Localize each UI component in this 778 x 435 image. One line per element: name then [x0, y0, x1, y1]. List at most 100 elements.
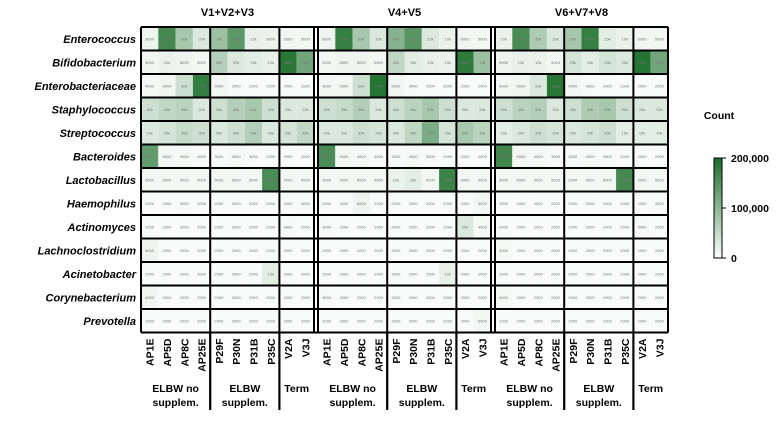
heatmap-cell	[227, 192, 245, 214]
heatmap-cell	[175, 51, 193, 73]
cell-value-label: 2000	[266, 154, 276, 159]
cell-value-label: 5000	[551, 177, 561, 182]
heatmap-cell	[387, 286, 405, 308]
cell-value-label: 2000	[443, 318, 453, 323]
cell-value-label: 2000	[214, 295, 224, 300]
sample-label: V3J	[300, 338, 312, 357]
heatmap-cell	[439, 145, 457, 167]
cell-value-label: 25k	[445, 130, 451, 135]
heatmap-cell	[564, 75, 582, 97]
heatmap-cell	[387, 28, 405, 50]
cell-value-label: 2000	[551, 248, 561, 253]
cell-value-label: 15k	[250, 60, 256, 65]
cell-value-label: 2000	[301, 271, 311, 276]
heatmap-cell	[546, 239, 565, 261]
cell-value-label: 2000	[266, 295, 276, 300]
cell-value-label: 2000	[534, 248, 544, 253]
sample-label: P35C	[620, 338, 632, 365]
cell-value-label: 2000	[620, 318, 630, 323]
heatmap-cell	[404, 310, 422, 332]
cell-value-label: 2000	[284, 271, 294, 276]
taxon-label: Prevotella	[83, 316, 136, 328]
heatmap-cell	[279, 145, 297, 167]
taxon-label: Staphylococcus	[52, 104, 136, 116]
cell-value-label: 2000	[197, 271, 207, 276]
heatmap-cell	[158, 216, 176, 238]
heatmap-cell	[387, 239, 405, 261]
heatmap-cell	[158, 98, 176, 120]
heatmap-cell	[421, 51, 440, 73]
cell-value-label: 2000	[339, 295, 349, 300]
sample-label: P30N	[585, 339, 597, 365]
cell-value-label: 2000	[534, 224, 544, 229]
cell-value-label: 2000	[357, 295, 367, 300]
cell-value-label: 5000	[603, 177, 613, 182]
cell-value-label: 15k	[656, 130, 662, 135]
cell-value-label: 2000	[586, 224, 596, 229]
sample-label: AP1E	[499, 339, 511, 366]
heatmap-cell	[564, 122, 582, 144]
group-label: supplem.	[153, 397, 199, 409]
heatmap-cell	[279, 28, 297, 50]
heatmap-cell	[529, 75, 547, 97]
cell-value-label: 2000	[214, 318, 224, 323]
heatmap-cell	[495, 286, 513, 308]
heatmap-cell	[296, 169, 314, 191]
heatmap-cell	[279, 122, 297, 144]
heatmap-cell	[421, 28, 440, 50]
cell-value-label: 20k	[302, 107, 308, 112]
cell-value-label: 2000	[391, 318, 401, 323]
heatmap-cell	[650, 192, 668, 214]
cell-value-label: 2000	[655, 295, 665, 300]
sample-label: AP8C	[356, 338, 368, 366]
heatmap-cell	[244, 122, 263, 144]
heatmap-cell	[244, 239, 263, 261]
cell-value-label: 2000	[357, 271, 367, 276]
sample-label: P29F	[568, 338, 580, 364]
cell-value-label: 2000	[603, 83, 613, 88]
sample-label: AP8C	[533, 338, 545, 366]
cell-value-label: 2000	[499, 201, 509, 206]
heatmap-cell	[352, 239, 370, 261]
heatmap-cell	[564, 98, 582, 120]
taxon-label: Acinetobacter	[62, 269, 137, 281]
sample-label: P29F	[214, 338, 226, 364]
heatmap-cell	[335, 98, 353, 120]
heatmap-cell	[279, 263, 297, 285]
taxon-label: Bacteroides	[73, 151, 136, 163]
cell-value-label: 2000	[499, 318, 509, 323]
cell-value-label: 2000	[180, 224, 190, 229]
cell-value-label: 10k	[445, 60, 451, 65]
heatmap-cell	[546, 122, 565, 144]
cell-value-label: 3000	[214, 154, 224, 159]
heatmap-cell	[421, 239, 440, 261]
heatmap-cell	[598, 192, 617, 214]
heatmap-cell	[352, 169, 370, 191]
heatmap-cell	[335, 122, 353, 144]
cell-value-label: 2000	[655, 83, 665, 88]
cell-value-label: 5000	[197, 60, 207, 65]
cell-value-label: 55k	[535, 36, 541, 41]
heatmap-cell	[352, 51, 370, 73]
cell-value-label: 5000	[374, 177, 384, 182]
cell-value-label: 30k	[535, 130, 541, 135]
cell-value-label: 20k	[233, 60, 239, 65]
sample-label: V3J	[477, 338, 489, 357]
cell-value-label: 60k	[250, 107, 256, 112]
heatmap-cell	[318, 122, 336, 144]
heatmap-cell	[369, 28, 388, 50]
cell-value-label: 5000	[145, 177, 155, 182]
heatmap-cell	[296, 263, 314, 285]
heatmap-cell	[495, 122, 513, 144]
cell-value-label: 5000	[499, 177, 509, 182]
cell-value-label: 5000	[162, 154, 172, 159]
cell-value-label: 5000	[232, 177, 242, 182]
heatmap-cell	[473, 145, 491, 167]
cell-value-label: 2000	[409, 201, 419, 206]
group-label: supplem.	[399, 397, 445, 409]
cell-value-label: 2000	[322, 271, 332, 276]
heatmap-cell	[244, 310, 263, 332]
heatmap-cell	[633, 28, 651, 50]
cell-value-label: 2000	[284, 154, 294, 159]
cell-value-label: 2000	[516, 248, 526, 253]
